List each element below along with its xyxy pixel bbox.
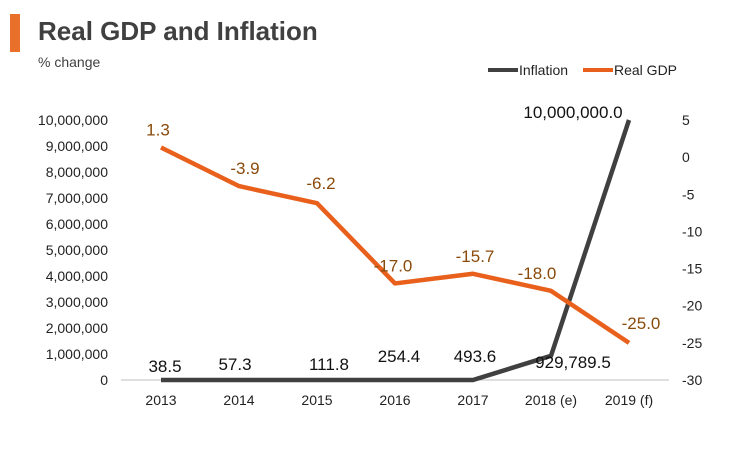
x-tick-label: 2016 <box>379 392 410 408</box>
x-tick-label: 2017 <box>457 392 488 408</box>
inflation-data-label: 929,789.5 <box>535 353 611 372</box>
inflation-data-label: 10,000,000.0 <box>523 103 622 122</box>
x-tick-label: 2014 <box>223 392 254 408</box>
y-right-tick-label: 0 <box>682 149 690 165</box>
real-gdp-data-label: -18.0 <box>518 264 557 283</box>
legend-inflation-label: Inflation <box>519 62 568 78</box>
y-right-tick-label: 5 <box>682 112 690 128</box>
y-left-tick-label: 8,000,000 <box>46 164 108 180</box>
x-tick-label: 2019 (f) <box>605 392 653 408</box>
x-tick-label: 2013 <box>145 392 176 408</box>
real-gdp-data-label: -17.0 <box>374 256 413 275</box>
y-left-tick-label: 2,000,000 <box>46 320 108 336</box>
x-tick-label: 2015 <box>301 392 332 408</box>
y-axis-left: 0 1,000,000 2,000,000 3,000,000 4,000,000 5,0… <box>38 112 108 388</box>
inflation-data-label: 493.6 <box>454 347 497 366</box>
y-right-tick-label: -30 <box>682 372 702 388</box>
y-axis-right: 5 0 -5 -10 -15 -20 -25 -30 <box>682 112 702 388</box>
inflation-data-label: 38.5 <box>148 357 181 376</box>
y-left-tick-label: 3,000,000 <box>46 294 108 310</box>
data-labels: 38.5 57.3 111.8 254.4 493.6 929,789.5 10,000,0… <box>146 103 660 376</box>
line-chart: 0 1,000,000 2,000,000 3,000,000 4,000,000 5,0… <box>0 0 751 451</box>
y-right-tick-label: -15 <box>682 261 702 277</box>
real-gdp-data-label: -3.9 <box>230 159 259 178</box>
legend-real-gdp-label: Real GDP <box>614 62 677 78</box>
y-right-tick-label: -25 <box>682 335 702 351</box>
y-left-tick-label: 0 <box>100 372 108 388</box>
y-left-tick-label: 6,000,000 <box>46 216 108 232</box>
x-axis: 2013 2014 2015 2016 2017 2018 (e) 2019 (f) <box>121 380 669 408</box>
real-gdp-data-label: -25.0 <box>622 314 661 333</box>
inflation-data-label: 254.4 <box>378 347 421 366</box>
inflation-data-label: 111.8 <box>309 355 349 374</box>
real-gdp-data-label: 1.3 <box>146 120 170 139</box>
y-left-tick-label: 7,000,000 <box>46 190 108 206</box>
y-left-tick-label: 1,000,000 <box>46 346 108 362</box>
real-gdp-data-label: -15.7 <box>456 247 495 266</box>
y-left-tick-label: 9,000,000 <box>46 138 108 154</box>
y-left-tick-label: 10,000,000 <box>38 112 108 128</box>
y-left-tick-label: 5,000,000 <box>46 242 108 258</box>
inflation-data-label: 57.3 <box>218 355 251 374</box>
real-gdp-data-label: -6.2 <box>306 174 335 193</box>
y-right-tick-label: -20 <box>682 298 702 314</box>
y-left-tick-label: 4,000,000 <box>46 268 108 284</box>
y-right-tick-label: -5 <box>682 186 695 202</box>
y-right-tick-label: -10 <box>682 223 702 239</box>
x-tick-label: 2018 (e) <box>525 392 577 408</box>
legend: Inflation Real GDP <box>488 62 677 78</box>
